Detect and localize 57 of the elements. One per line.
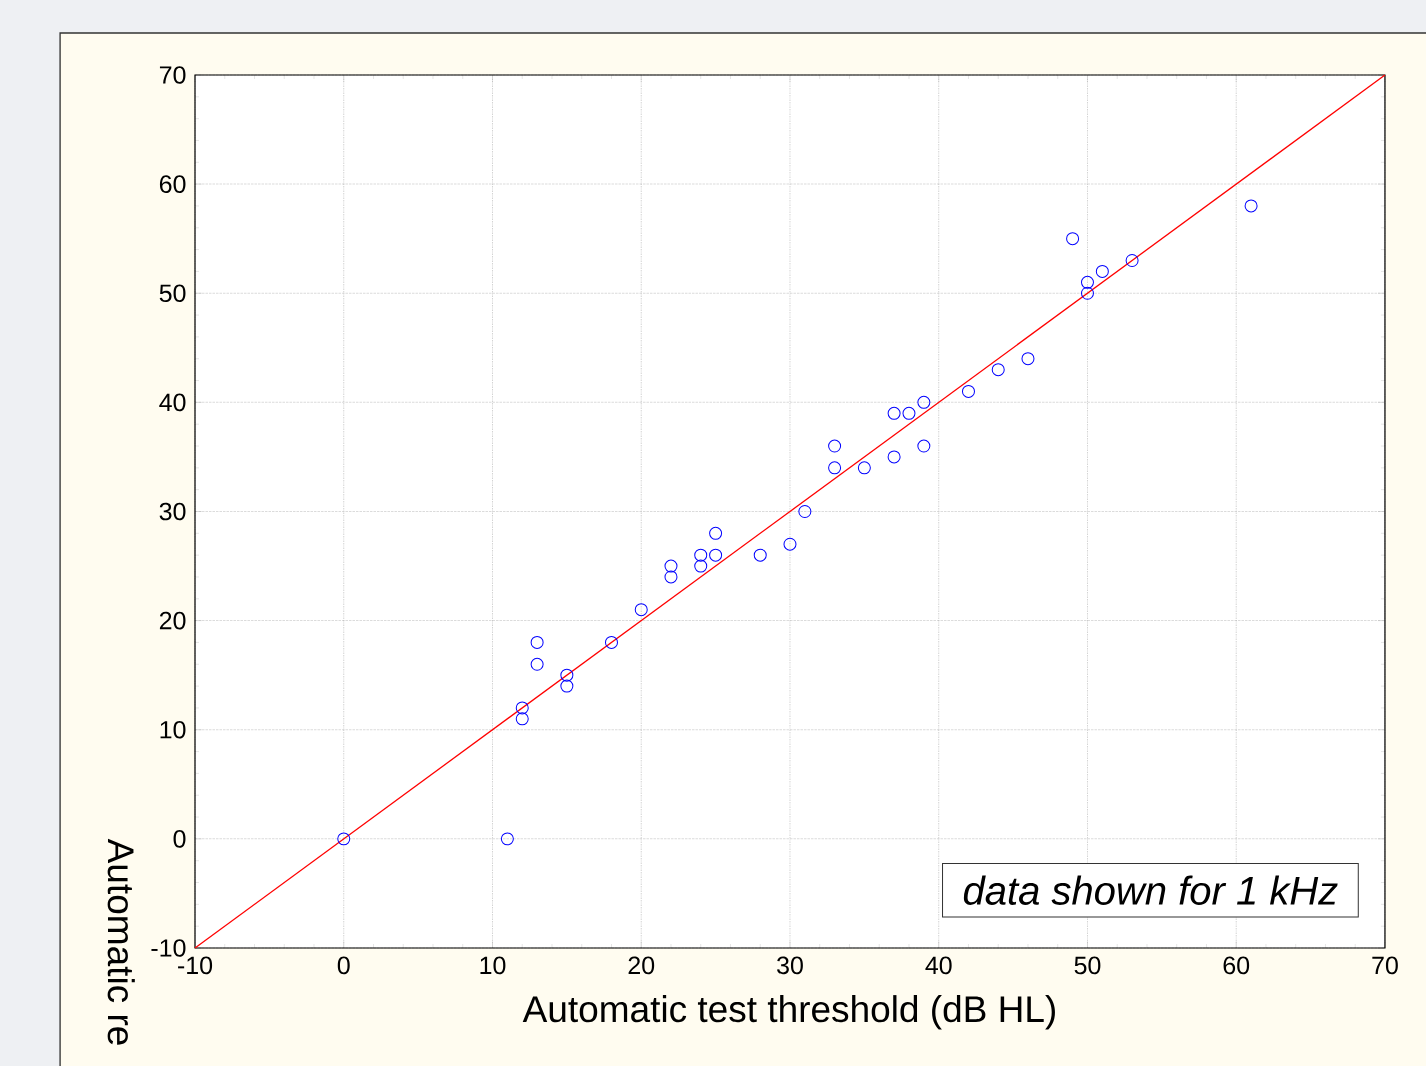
point [709, 526, 723, 540]
point [515, 712, 529, 726]
point [604, 635, 618, 649]
x-tick-label: 0 [337, 956, 350, 975]
point [515, 701, 529, 715]
y-tick-label: 40 [159, 393, 186, 412]
annotation: data shown for 1 kHz [963, 875, 1338, 905]
y-tick-label: -10 [151, 939, 186, 957]
point [1125, 254, 1139, 268]
x-tick-label: 70 [1372, 956, 1398, 975]
y-tick-label: 30 [159, 502, 186, 521]
point [783, 537, 797, 551]
point [1080, 286, 1094, 300]
x-tick-label: 40 [925, 956, 952, 975]
point [560, 679, 574, 693]
point [917, 439, 931, 453]
point [902, 406, 916, 420]
point [828, 461, 842, 475]
point [337, 832, 351, 846]
point [560, 668, 574, 682]
point [857, 461, 871, 475]
point [694, 548, 708, 562]
point [1021, 352, 1035, 366]
x-tick-label: -10 [178, 956, 213, 975]
point [1244, 199, 1258, 213]
x-tick-label: 50 [1074, 956, 1101, 975]
y-tick-label: 20 [159, 611, 186, 630]
point [887, 450, 901, 464]
point [634, 603, 648, 617]
point [887, 406, 901, 420]
y-tick-label: 0 [173, 830, 186, 848]
point [1066, 232, 1080, 246]
point [664, 570, 678, 584]
x-tick-label: 30 [777, 956, 803, 975]
x-axis-title: Automatic test threshold (dB HL) [522, 995, 1055, 1030]
point [1095, 264, 1109, 278]
point [664, 559, 678, 573]
y-tick-label: 70 [159, 66, 186, 84]
y-tick-label: 10 [160, 720, 186, 739]
y-tick-label: 60 [159, 175, 186, 193]
point [694, 559, 708, 573]
y-axis-title: Automatic re [107, 838, 135, 1045]
y-tick-label: 50 [159, 284, 186, 303]
point [828, 439, 842, 453]
point [961, 384, 975, 398]
point [530, 635, 544, 649]
point [709, 548, 723, 562]
x-tick-label: 60 [1223, 956, 1250, 975]
x-tick-label: 20 [628, 956, 655, 975]
point [991, 363, 1005, 377]
x-tick-label: 10 [480, 956, 506, 975]
point [753, 548, 767, 562]
point [530, 657, 544, 671]
point [1080, 275, 1094, 289]
point [917, 395, 931, 409]
point [798, 505, 812, 518]
point [500, 832, 514, 846]
